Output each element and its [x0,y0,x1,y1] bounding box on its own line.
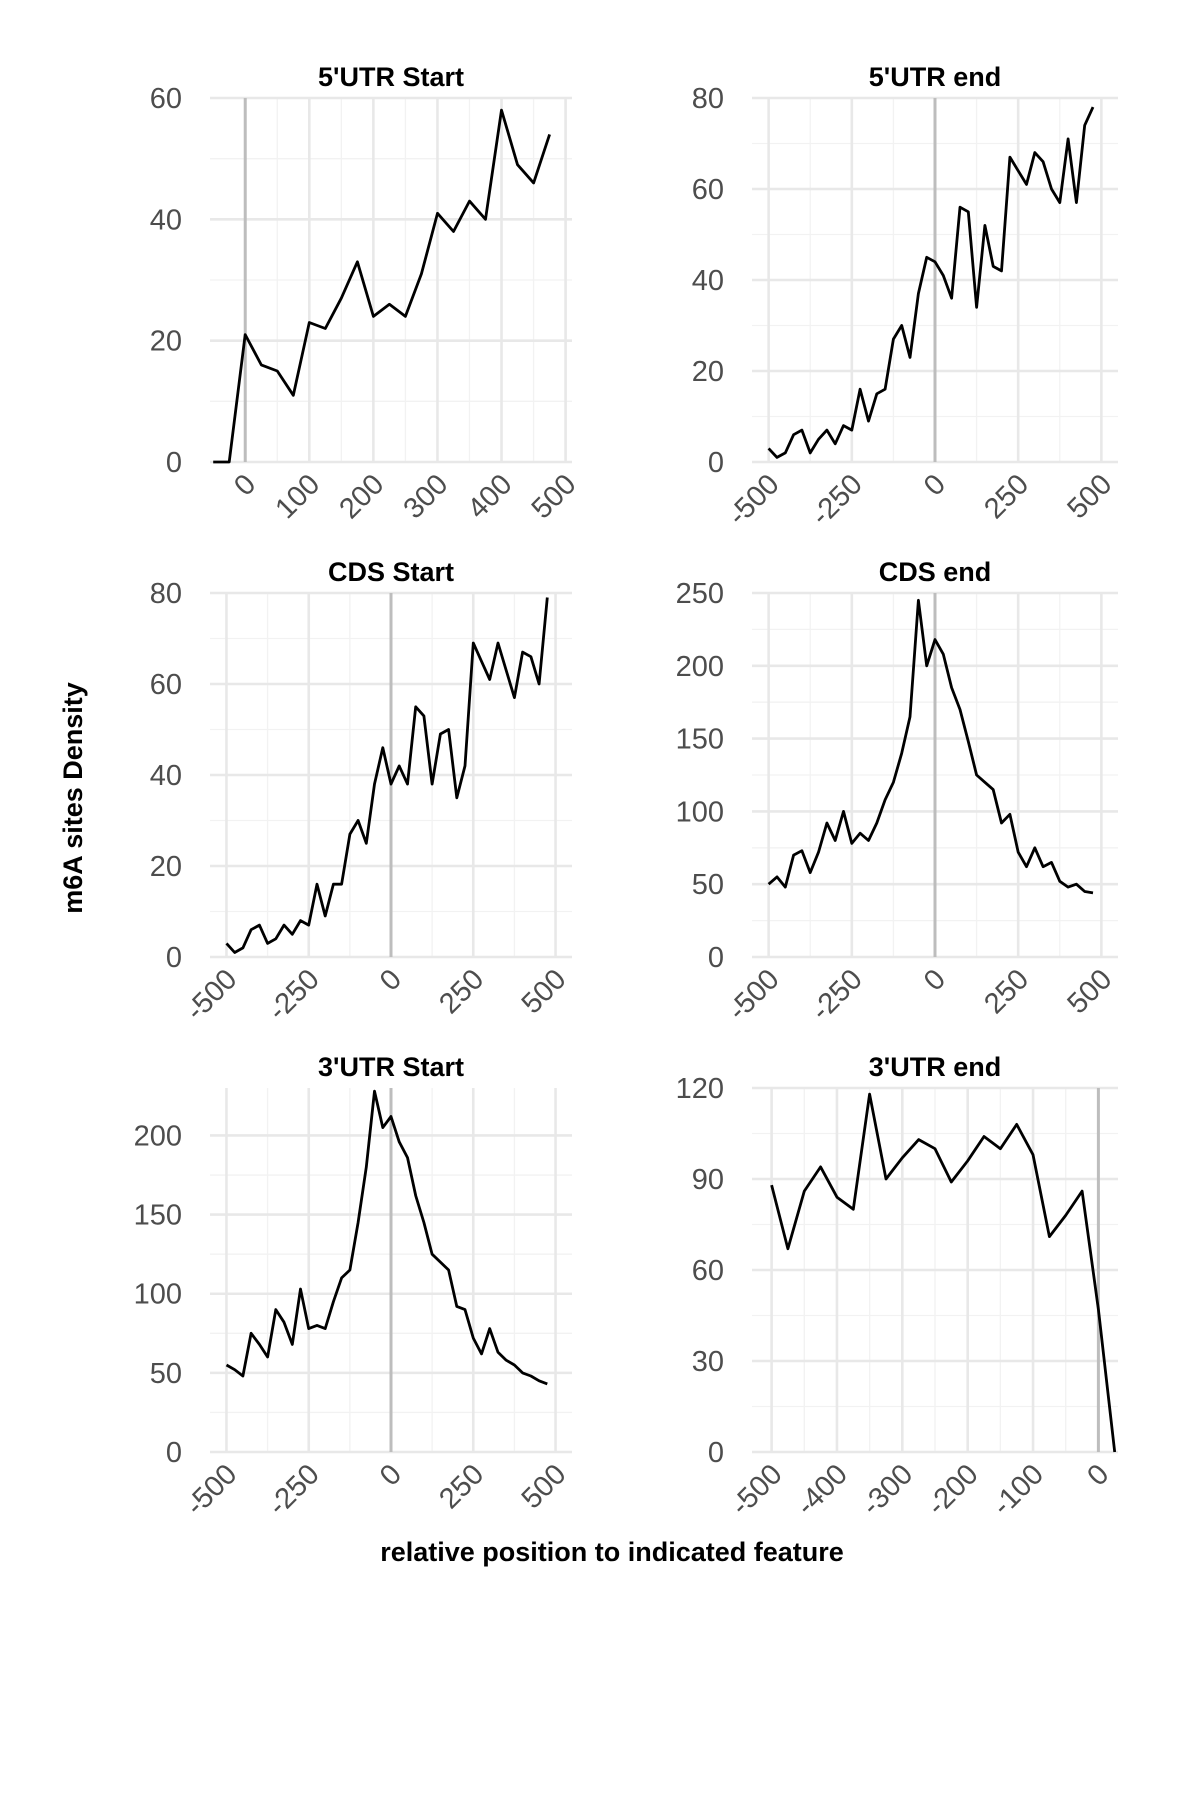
x-tick-label: -500 [722,468,786,532]
y-tick-label: 60 [692,1255,724,1287]
x-tick-label: 500 [1061,468,1118,525]
density-line [225,597,549,954]
panel-title: CDS Start [328,557,454,587]
y-tick-label: 0 [166,447,182,479]
x-tick-label: 400 [462,468,519,525]
density-line [770,1092,1117,1453]
x-tick-label: 500 [1061,963,1118,1020]
y-tick-label: 40 [150,760,182,792]
x-tick-label: -500 [722,963,786,1027]
y-tick-label: 150 [676,724,724,756]
x-tick-label: -500 [180,963,244,1027]
y-tick-label: 80 [150,578,182,610]
y-tick-label: 250 [676,578,724,610]
x-tick-label: 0 [918,963,952,997]
y-tick-label: 200 [134,1120,182,1152]
y-tick-label: 60 [150,83,182,115]
y-tick-label: 150 [134,1200,182,1232]
panel-title: 3'UTR end [869,1052,1001,1082]
panel-title: 3'UTR Start [318,1052,464,1082]
y-tick-label: 20 [150,326,182,358]
x-tick-label: -100 [986,1458,1050,1522]
x-tick-label: 300 [398,468,455,525]
y-tick-label: 20 [692,356,724,388]
x-tick-label: 500 [516,963,573,1020]
y-tick-label: 100 [676,796,724,828]
panel-title: CDS end [879,557,992,587]
x-tick-label: 250 [978,963,1035,1020]
chart-panel: 0 50 100 150 200 -500 -250 0 250 500 3'UTR Start [134,1052,573,1522]
y-tick-label: 30 [692,1346,724,1378]
x-tick-label: -250 [262,1458,326,1522]
x-tick-label: 0 [374,1458,408,1492]
y-tick-label: 200 [676,651,724,683]
x-tick-label: -200 [921,1458,985,1522]
x-tick-label: 250 [978,468,1035,525]
y-tick-label: 60 [150,669,182,701]
y-tick-label: 40 [692,265,724,297]
x-tick-label: -300 [856,1458,920,1522]
x-tick-label: 500 [516,1458,573,1515]
chart-panel: 0 50 100 150 200 250 -500 -250 0 250 500 CDS end [676,557,1119,1027]
x-tick-label: -500 [725,1458,789,1522]
x-tick-label: 0 [228,468,262,502]
x-axis-title: relative position to indicated feature [380,1537,844,1567]
x-tick-label: 200 [333,468,390,525]
y-axis-title: m6A sites Density [58,682,88,914]
x-tick-label: -250 [805,963,869,1027]
x-tick-label: 100 [269,468,326,525]
y-tick-label: 50 [692,869,724,901]
x-tick-label: 250 [433,1458,490,1515]
panel-title: 5'UTR Start [318,62,464,92]
x-tick-label: -250 [262,963,326,1027]
x-tick-label: 0 [918,468,952,502]
x-tick-label: 250 [433,963,490,1020]
density-line [225,1089,548,1386]
x-tick-label: 500 [526,468,583,525]
y-tick-label: 40 [150,204,182,236]
panel-title: 5'UTR end [869,62,1001,92]
y-tick-label: 0 [708,942,724,974]
y-tick-label: 0 [166,1437,182,1469]
x-tick-label: -500 [180,1458,244,1522]
x-tick-label: 0 [1081,1458,1115,1492]
y-tick-label: 20 [150,851,182,883]
y-tick-label: 90 [692,1164,724,1196]
y-tick-label: 60 [692,174,724,206]
density-line [213,108,551,464]
y-tick-label: 0 [708,447,724,479]
x-tick-label: -400 [790,1458,854,1522]
chart-panel: 0 20 40 60 80 -500 -250 0 250 500 5'UTR end [692,62,1119,532]
y-tick-label: 0 [708,1437,724,1469]
chart-panel: 0 20 40 60 80 -500 -250 0 250 500 CDS Start [150,557,573,1027]
y-tick-label: 50 [150,1358,182,1390]
y-tick-label: 120 [676,1073,724,1105]
x-tick-label: -250 [805,468,869,532]
density-line [767,598,1094,895]
x-tick-label: 0 [374,963,408,997]
y-tick-label: 100 [134,1279,182,1311]
chart-panel: 0 30 60 90 120 -500 -400 -300 -200 -100 0 3'UTR end [676,1052,1118,1522]
density-line [767,106,1095,459]
y-tick-label: 0 [166,942,182,974]
y-tick-label: 80 [692,83,724,115]
